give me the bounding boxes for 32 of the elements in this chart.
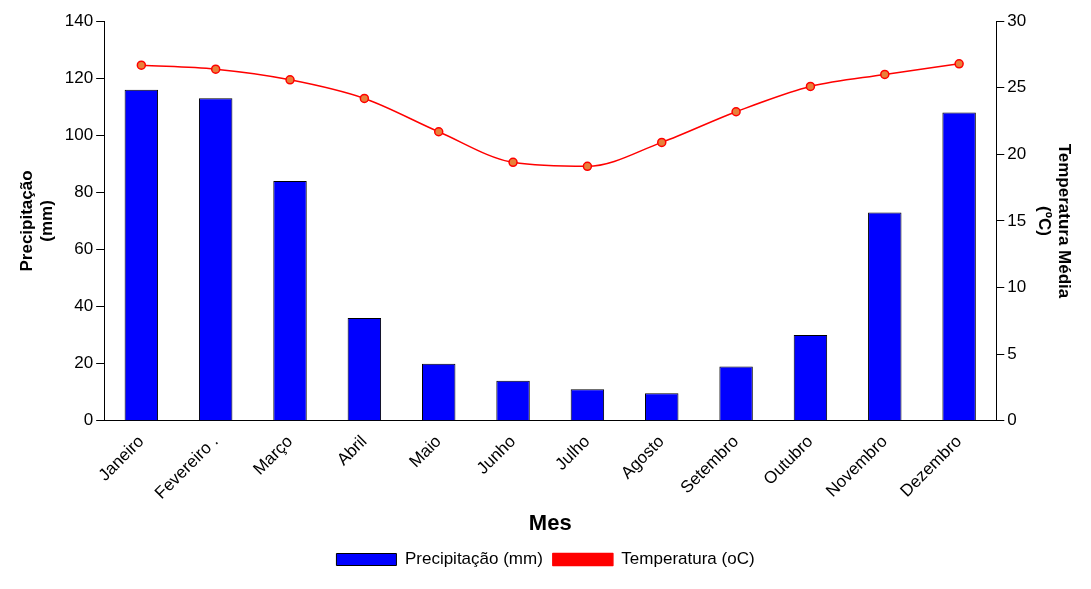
y-axis-title: Precipitação (mm) <box>16 170 57 272</box>
point <box>805 81 816 92</box>
legend-label: Precipitação (mm) <box>404 549 543 569</box>
y2-tick-label: 15 <box>1007 210 1027 230</box>
point <box>359 93 370 104</box>
point <box>731 107 741 117</box>
y-tick-label: 80 <box>74 182 94 202</box>
y-tick-label: 140 <box>64 10 94 30</box>
y2-tick-label: 10 <box>1007 277 1027 297</box>
y-tick-label: 0 <box>83 410 94 430</box>
x-axis-title: Mes <box>528 509 572 535</box>
point <box>136 60 147 70</box>
legend-label: Temperatura (oC) <box>621 549 755 569</box>
y-tick-label: 120 <box>64 67 94 87</box>
y2-tick-label: 25 <box>1007 77 1027 97</box>
y2-axis-title: Temperatura Média (ºC) <box>1034 143 1075 299</box>
y2-tick-label: 20 <box>1007 144 1027 164</box>
y-tick-label: 100 <box>64 125 94 145</box>
point <box>656 137 667 148</box>
point <box>433 126 444 137</box>
point <box>285 75 295 85</box>
y2-tick-label: 5 <box>1007 343 1017 363</box>
point <box>880 69 890 80</box>
point <box>210 64 221 74</box>
y2-tick-label: 0 <box>1007 410 1017 430</box>
y-tick-label: 40 <box>74 296 94 316</box>
point <box>582 161 593 172</box>
y-tick-label: 60 <box>74 239 94 259</box>
y-tick-label: 20 <box>74 353 94 373</box>
y2-tick-label: 30 <box>1007 10 1027 30</box>
point <box>954 59 964 69</box>
point <box>508 157 518 168</box>
